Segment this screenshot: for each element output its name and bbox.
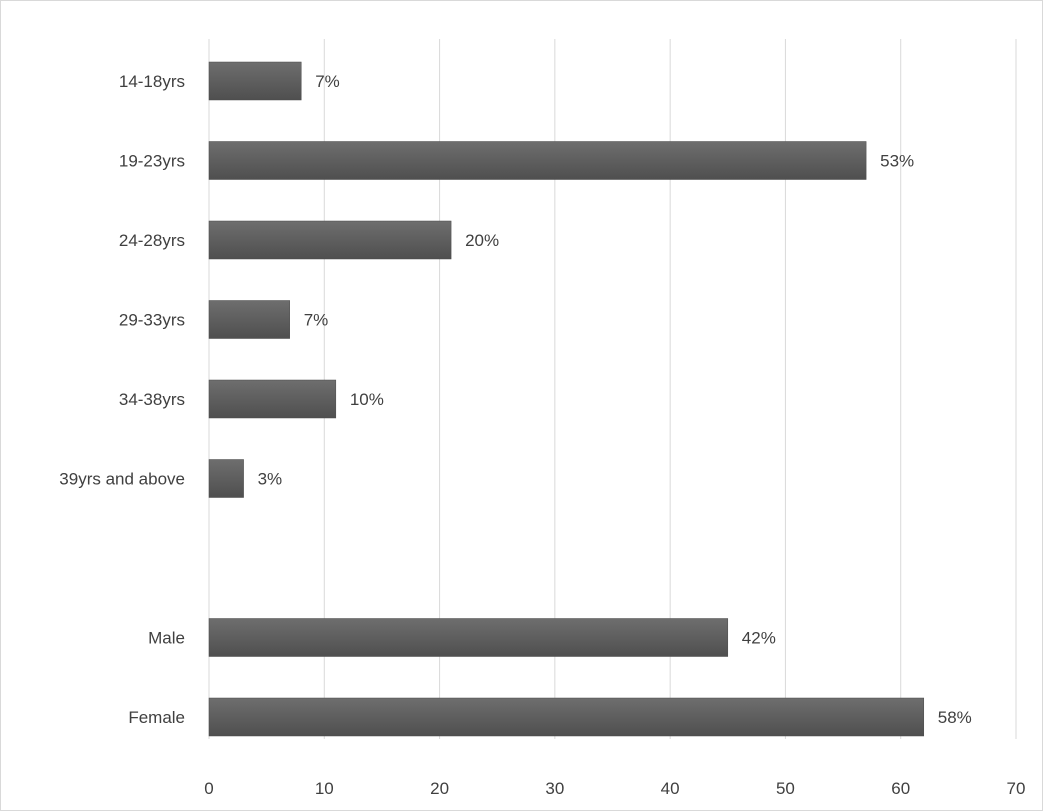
bar — [208, 61, 302, 101]
bar — [208, 379, 337, 419]
data-label: 42% — [742, 629, 776, 648]
bar — [208, 141, 867, 180]
category-label: 34-38yrs — [119, 390, 185, 409]
data-label: 10% — [350, 390, 384, 409]
bar — [208, 618, 729, 657]
data-label: 58% — [938, 708, 972, 727]
x-tick-label: 70 — [1007, 779, 1026, 798]
category-label: Female — [128, 708, 185, 727]
bar — [208, 459, 244, 498]
bars — [208, 61, 925, 737]
data-label: 7% — [304, 311, 329, 330]
bar — [208, 697, 925, 737]
labels: 0 10 20 30 40 50 60 70 14-18yrs 7% 19-23yrs 53% 24-2… — [59, 72, 1025, 798]
x-tick-label: 50 — [776, 779, 795, 798]
data-label: 20% — [465, 231, 499, 250]
data-label: 53% — [880, 152, 914, 171]
category-label: Male — [148, 629, 185, 648]
category-label: 29-33yrs — [119, 311, 185, 330]
x-tick-label: 30 — [545, 779, 564, 798]
x-tick-label: 40 — [661, 779, 680, 798]
x-tick-label: 0 — [204, 779, 213, 798]
data-label: 3% — [258, 470, 283, 489]
category-label: 14-18yrs — [119, 72, 185, 91]
bar — [208, 220, 452, 260]
x-tick-label: 60 — [891, 779, 910, 798]
data-label: 7% — [315, 72, 340, 91]
category-label: 39yrs and above — [59, 470, 185, 489]
bar — [208, 300, 290, 339]
category-label: 19-23yrs — [119, 152, 185, 171]
x-tick-label: 20 — [430, 779, 449, 798]
x-tick-label: 10 — [315, 779, 334, 798]
category-label: 24-28yrs — [119, 231, 185, 250]
